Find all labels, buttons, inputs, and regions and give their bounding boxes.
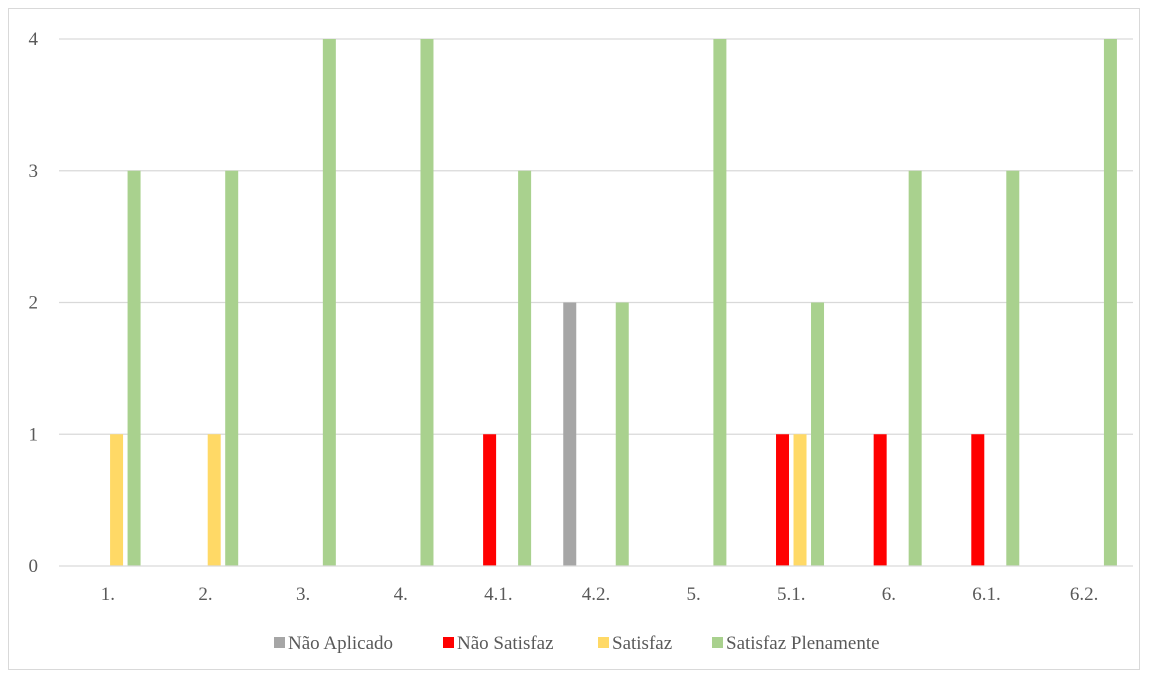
y-axis-ticks: 0 1 2 3 4 bbox=[29, 29, 39, 577]
bar-n-o-satisfaz-6-1- bbox=[971, 434, 985, 566]
y-tick-label: 4 bbox=[29, 29, 39, 50]
bar-satisfaz-plenamente-2- bbox=[225, 170, 239, 566]
y-tick-label: 1 bbox=[29, 424, 39, 445]
bar-satisfaz-plenamente-5- bbox=[713, 39, 727, 566]
x-tick-label: 1. bbox=[101, 584, 115, 605]
x-tick-label: 3. bbox=[296, 584, 310, 605]
x-tick-label: 6. bbox=[882, 584, 896, 605]
x-tick-label: 4.2. bbox=[582, 584, 611, 605]
legend-item: Satisfaz Plenamente bbox=[712, 633, 880, 654]
legend-label: Satisfaz bbox=[612, 633, 672, 654]
legend-label: Satisfaz Plenamente bbox=[726, 633, 880, 654]
legend-swatch bbox=[443, 637, 454, 648]
y-tick-label: 2 bbox=[29, 293, 39, 314]
bar-satisfaz-plenamente-6- bbox=[908, 170, 922, 566]
bar-satisfaz-plenamente-4-1- bbox=[518, 170, 532, 566]
x-tick-label: 4.1. bbox=[484, 584, 513, 605]
x-tick-label: 6.1. bbox=[972, 584, 1001, 605]
bar-satisfaz-5-1- bbox=[793, 434, 807, 566]
bar-n-o-satisfaz-5-1- bbox=[776, 434, 790, 566]
bar-satisfaz-1- bbox=[110, 434, 124, 566]
legend-swatch bbox=[712, 637, 723, 648]
bar-n-o-satisfaz-4-1- bbox=[483, 434, 497, 566]
bar-satisfaz-plenamente-1- bbox=[127, 170, 141, 566]
x-axis-ticks: 1. 2. 3. 4. 4.1. 4.2. 5. 5.1. 6. 6.1. 6.2. bbox=[101, 584, 1099, 605]
bar-satisfaz-plenamente-3- bbox=[322, 39, 336, 566]
bar-satisfaz-plenamente-4- bbox=[420, 39, 434, 566]
legend-swatch bbox=[274, 637, 285, 648]
legend-item: Não Aplicado bbox=[274, 633, 393, 654]
x-tick-label: 2. bbox=[198, 584, 212, 605]
bar-satisfaz-plenamente-4-2- bbox=[615, 302, 629, 566]
x-tick-label: 6.2. bbox=[1070, 584, 1099, 605]
legend-label: Não Satisfaz bbox=[457, 633, 554, 654]
bar-satisfaz-2- bbox=[207, 434, 221, 566]
bar-satisfaz-plenamente-6-2- bbox=[1103, 39, 1117, 566]
legend-swatch bbox=[598, 637, 609, 648]
x-tick-label: 5.1. bbox=[777, 584, 806, 605]
bar-satisfaz-plenamente-5-1- bbox=[811, 302, 825, 566]
bars bbox=[110, 39, 1117, 566]
x-tick-label: 5. bbox=[687, 584, 701, 605]
legend: Não Aplicado Não Satisfaz Satisfaz Satisfaz… bbox=[274, 633, 880, 654]
y-tick-label: 0 bbox=[29, 556, 39, 577]
legend-label: Não Aplicado bbox=[288, 633, 393, 654]
bar-n-o-aplicado-4-2- bbox=[563, 302, 577, 566]
y-tick-label: 3 bbox=[29, 161, 39, 182]
bar-n-o-satisfaz-6- bbox=[873, 434, 887, 566]
bar-satisfaz-plenamente-6-1- bbox=[1006, 170, 1020, 566]
legend-item: Não Satisfaz bbox=[443, 633, 554, 654]
x-tick-label: 4. bbox=[394, 584, 408, 605]
gridlines bbox=[59, 38, 1133, 435]
legend-item: Satisfaz bbox=[598, 633, 672, 654]
